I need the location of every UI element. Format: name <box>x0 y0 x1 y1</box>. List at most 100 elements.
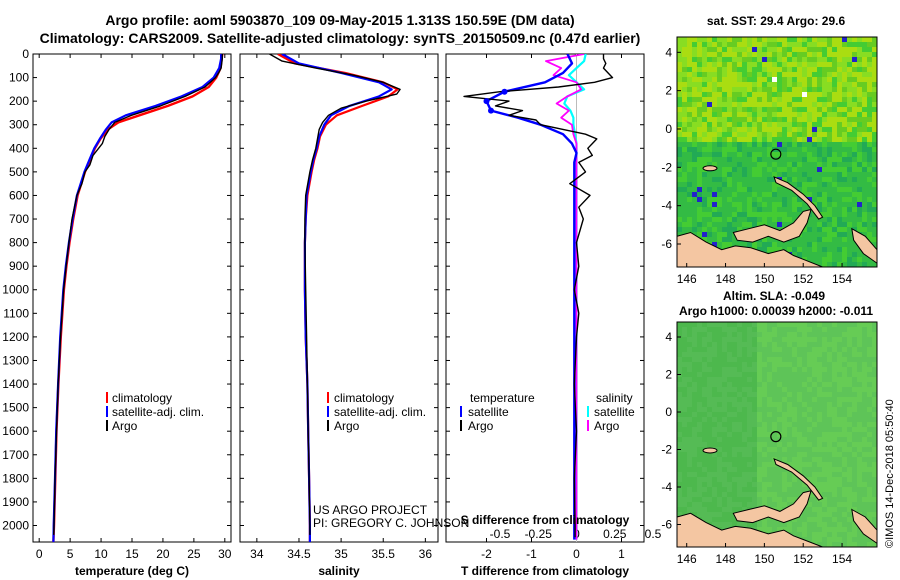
map-cell <box>792 362 797 367</box>
lon-tick-label: 152 <box>793 552 813 566</box>
map-cell <box>792 107 797 112</box>
map-cell <box>842 477 847 482</box>
map-cell <box>802 452 807 457</box>
map-cell <box>702 52 707 57</box>
legend-heading-temperature: temperature <box>470 391 535 405</box>
map-cell <box>867 347 872 352</box>
map-cell <box>702 87 707 92</box>
map-cell <box>677 457 682 462</box>
map-cell <box>837 72 842 77</box>
map-cell <box>822 72 827 77</box>
map-cell <box>822 537 827 542</box>
map-cell <box>802 162 807 167</box>
map-cell <box>702 397 707 402</box>
map-cell <box>807 97 812 102</box>
map-cell <box>872 467 877 472</box>
map-cell <box>732 127 737 132</box>
map-cell <box>747 332 752 337</box>
map-cell <box>827 502 832 507</box>
map-cell <box>802 327 807 332</box>
map-cell <box>787 477 792 482</box>
map-cell <box>677 207 682 212</box>
map-cell <box>767 397 772 402</box>
map-cell <box>772 192 777 197</box>
map-cell <box>677 167 682 172</box>
map-cell <box>847 402 852 407</box>
map-cell <box>787 202 792 207</box>
map-cell <box>707 147 712 152</box>
map-cell <box>737 217 742 222</box>
map-cell <box>787 357 792 362</box>
map-cell <box>692 472 697 477</box>
map-cell <box>682 187 687 192</box>
map-cell <box>792 492 797 497</box>
map-cell <box>707 212 712 217</box>
map-cell <box>817 532 822 537</box>
map-cell <box>807 172 812 177</box>
map-cell <box>737 412 742 417</box>
map-cell <box>742 42 747 47</box>
map-cell <box>787 77 792 82</box>
map-cell <box>737 377 742 382</box>
map-cell <box>677 117 682 122</box>
map-cell <box>677 222 682 227</box>
map-cell <box>837 37 842 42</box>
map-cell <box>817 237 822 242</box>
map-cell <box>777 322 782 327</box>
x-tick-label: -2 <box>481 547 492 561</box>
map-cell <box>812 67 817 72</box>
map-cell <box>842 92 847 97</box>
map-cell <box>742 202 747 207</box>
map-cell <box>862 407 867 412</box>
map-cell <box>752 147 757 152</box>
map-cell <box>802 167 807 172</box>
map-cell <box>812 507 817 512</box>
map-cell <box>822 252 827 257</box>
map-cell <box>697 52 702 57</box>
map-cell <box>782 137 787 142</box>
map-cell <box>852 62 857 67</box>
map-cell <box>842 327 847 332</box>
map-cell <box>857 252 862 257</box>
map-cell <box>797 437 802 442</box>
map-cell <box>792 212 797 217</box>
map-cell <box>692 212 697 217</box>
map-cell <box>712 157 717 162</box>
map-cell <box>737 322 742 327</box>
map-cell <box>867 402 872 407</box>
map-cell <box>787 407 792 412</box>
map-cell <box>837 447 842 452</box>
map-cell <box>717 102 722 107</box>
map-cell <box>742 197 747 202</box>
map-cell <box>852 57 857 62</box>
map-cell <box>782 97 787 102</box>
map-cell <box>862 482 867 487</box>
map-cell <box>817 437 822 442</box>
map-cell <box>842 382 847 387</box>
map-cell <box>837 182 842 187</box>
map-cell <box>832 352 837 357</box>
map-cell <box>857 47 862 52</box>
map-cell <box>802 207 807 212</box>
map-cell <box>797 432 802 437</box>
map-cell <box>817 197 822 202</box>
map-cell <box>747 422 752 427</box>
map-cell <box>872 517 877 522</box>
map-cell <box>832 492 837 497</box>
depth-tick-label: 400 <box>9 141 29 155</box>
map-cell <box>712 462 717 467</box>
map-cell <box>717 377 722 382</box>
map-cell <box>817 382 822 387</box>
map-cell <box>697 232 702 237</box>
map-cell <box>832 322 837 327</box>
map-cell <box>752 117 757 122</box>
map-cell <box>737 487 742 492</box>
map-cell <box>762 112 767 117</box>
map-cell <box>712 397 717 402</box>
map-cell <box>842 432 847 437</box>
map-cell <box>747 387 752 392</box>
map-cell <box>712 327 717 332</box>
map-cell <box>682 357 687 362</box>
map-cell <box>822 87 827 92</box>
map-cell <box>722 507 727 512</box>
